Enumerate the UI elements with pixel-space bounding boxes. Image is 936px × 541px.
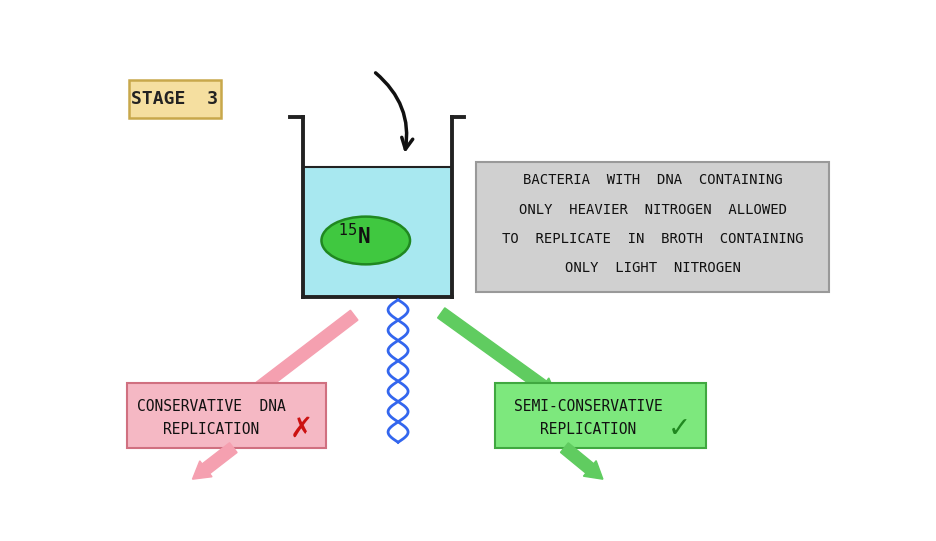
Text: ONLY  LIGHT  NITROGEN: ONLY LIGHT NITROGEN xyxy=(564,261,740,275)
FancyBboxPatch shape xyxy=(127,383,327,447)
Text: REPLICATION: REPLICATION xyxy=(163,421,259,437)
FancyBboxPatch shape xyxy=(129,80,221,118)
Text: SEMI-CONSERVATIVE: SEMI-CONSERVATIVE xyxy=(514,399,663,413)
Text: CONSERVATIVE  DNA: CONSERVATIVE DNA xyxy=(137,399,285,413)
Ellipse shape xyxy=(321,216,410,265)
Bar xyxy=(302,167,452,298)
Text: ONLY  HEAVIER  NITROGEN  ALLOWED: ONLY HEAVIER NITROGEN ALLOWED xyxy=(519,203,786,217)
FancyArrow shape xyxy=(193,443,237,479)
Text: BACTERIA  WITH  DNA  CONTAINING: BACTERIA WITH DNA CONTAINING xyxy=(522,174,782,187)
FancyBboxPatch shape xyxy=(475,162,829,292)
FancyArrow shape xyxy=(561,443,603,479)
FancyBboxPatch shape xyxy=(495,383,706,447)
Text: STAGE  3: STAGE 3 xyxy=(131,90,218,108)
Text: REPLICATION: REPLICATION xyxy=(540,421,636,437)
Text: TO  REPLICATE  IN  BROTH  CONTAINING: TO REPLICATE IN BROTH CONTAINING xyxy=(502,232,803,246)
Text: $^{15}$N: $^{15}$N xyxy=(338,223,371,248)
Text: ✓: ✓ xyxy=(668,415,692,443)
Text: ✗: ✗ xyxy=(290,415,314,443)
FancyArrow shape xyxy=(438,308,557,396)
FancyArrow shape xyxy=(233,311,358,407)
